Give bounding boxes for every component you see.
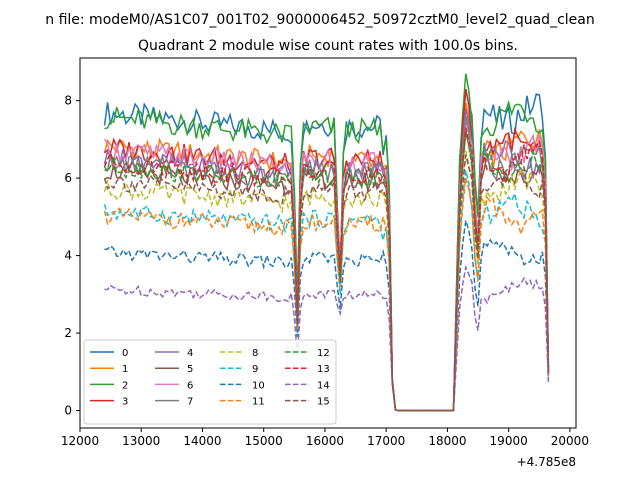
series-line-14 <box>104 264 550 412</box>
x-tick-label: 20000 <box>551 434 589 448</box>
series-line-10 <box>104 220 550 412</box>
legend-label-4: 4 <box>187 348 193 359</box>
legend-label-11: 11 <box>252 397 265 408</box>
series-line-15 <box>103 154 550 412</box>
x-tick-label: 15000 <box>245 434 283 448</box>
x-offset-label: +4.785e8 <box>517 455 576 469</box>
legend-label-0: 0 <box>122 348 128 359</box>
legend-label-10: 10 <box>252 380 265 391</box>
y-tick-label: 8 <box>64 94 72 108</box>
series-line-2 <box>104 73 550 412</box>
legend-label-13: 13 <box>317 364 330 375</box>
y-tick-label: 2 <box>64 326 72 340</box>
legend-label-8: 8 <box>252 348 258 359</box>
series-line-13 <box>103 127 550 412</box>
series-line-9 <box>103 170 550 412</box>
y-tick-label: 4 <box>64 249 72 263</box>
legend-box <box>83 339 337 425</box>
chart-suptitle: n file: modeM0/AS1C07_001T02_9000006452_… <box>45 12 594 28</box>
x-tick-label: 19000 <box>490 434 528 448</box>
y-tick-label: 6 <box>64 171 72 185</box>
y-tick-label: 0 <box>64 404 72 418</box>
legend-label-9: 9 <box>252 364 258 375</box>
series-line-11 <box>103 177 550 412</box>
legend-label-3: 3 <box>122 397 128 408</box>
series-line-7 <box>104 115 550 412</box>
x-axis: 12000 13000 14000 15000 16000 17000 18000 19000… <box>61 428 589 448</box>
legend-label-2: 2 <box>122 380 128 391</box>
x-tick-label: 13000 <box>122 434 160 448</box>
axes-frame <box>79 57 577 429</box>
legend-label-7: 7 <box>187 397 193 408</box>
x-tick-label: 12000 <box>61 434 99 448</box>
legend-label-15: 15 <box>317 397 330 408</box>
plot-lines <box>103 73 550 412</box>
x-tick-label: 18000 <box>428 434 466 448</box>
legend-label-12: 12 <box>317 348 330 359</box>
x-tick-label: 17000 <box>367 434 405 448</box>
series-line-8 <box>103 150 550 412</box>
legend-label-14: 14 <box>317 380 330 391</box>
y-axis: 0 2 4 6 8 <box>64 94 80 418</box>
legend-label-1: 1 <box>122 364 128 375</box>
chart-title: Quadrant 2 module wise count rates with … <box>138 38 518 54</box>
legend-label-5: 5 <box>187 364 193 375</box>
legend-label-6: 6 <box>187 380 193 391</box>
x-tick-label: 14000 <box>183 434 221 448</box>
x-tick-label: 16000 <box>306 434 344 448</box>
